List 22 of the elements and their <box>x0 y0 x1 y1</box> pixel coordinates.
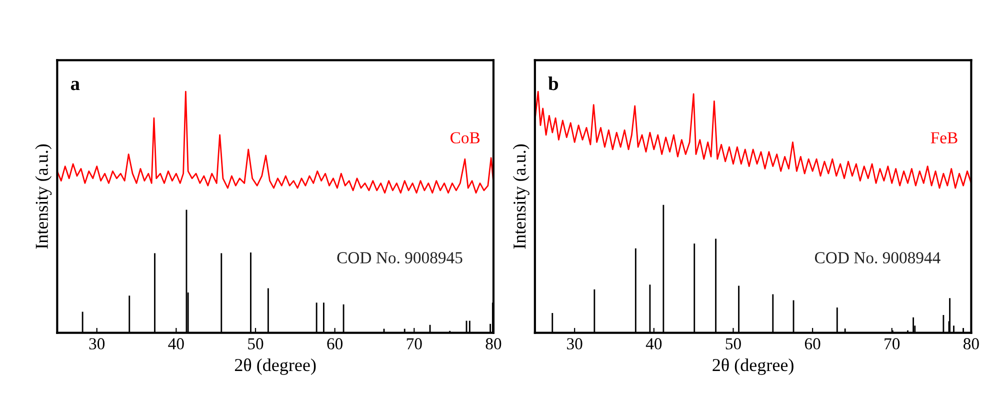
y-axis-title: Intensity (a.u.) <box>512 144 530 249</box>
x-axis-title: 2θ (degree) <box>234 358 316 375</box>
x-axis-title: 2θ (degree) <box>712 358 794 375</box>
x-tick-label: 40 <box>646 338 662 350</box>
x-tick-label: 30 <box>567 338 582 350</box>
text: a <box>70 80 80 90</box>
series-label: CoB <box>450 132 480 144</box>
x-tick-label: 30 <box>89 338 105 350</box>
text: b <box>548 76 558 90</box>
x-tick-label: 80 <box>964 338 979 350</box>
x-tick-label: 50 <box>726 338 741 350</box>
text: COD No. 9008944 <box>814 252 940 264</box>
x-tick-label: 60 <box>327 338 343 350</box>
x-tick-label: 70 <box>406 338 422 350</box>
x-tick-label: 70 <box>884 338 900 350</box>
y-axis-title: Intensity (a.u.) <box>35 144 52 249</box>
series-label: FeB <box>930 132 958 144</box>
x-tick-label: 60 <box>804 338 820 350</box>
x-tick-label: 80 <box>486 338 502 350</box>
x-tick-label: 40 <box>168 338 184 350</box>
text: COD No. 9008945 <box>337 252 462 264</box>
x-tick-label: 50 <box>248 338 264 350</box>
